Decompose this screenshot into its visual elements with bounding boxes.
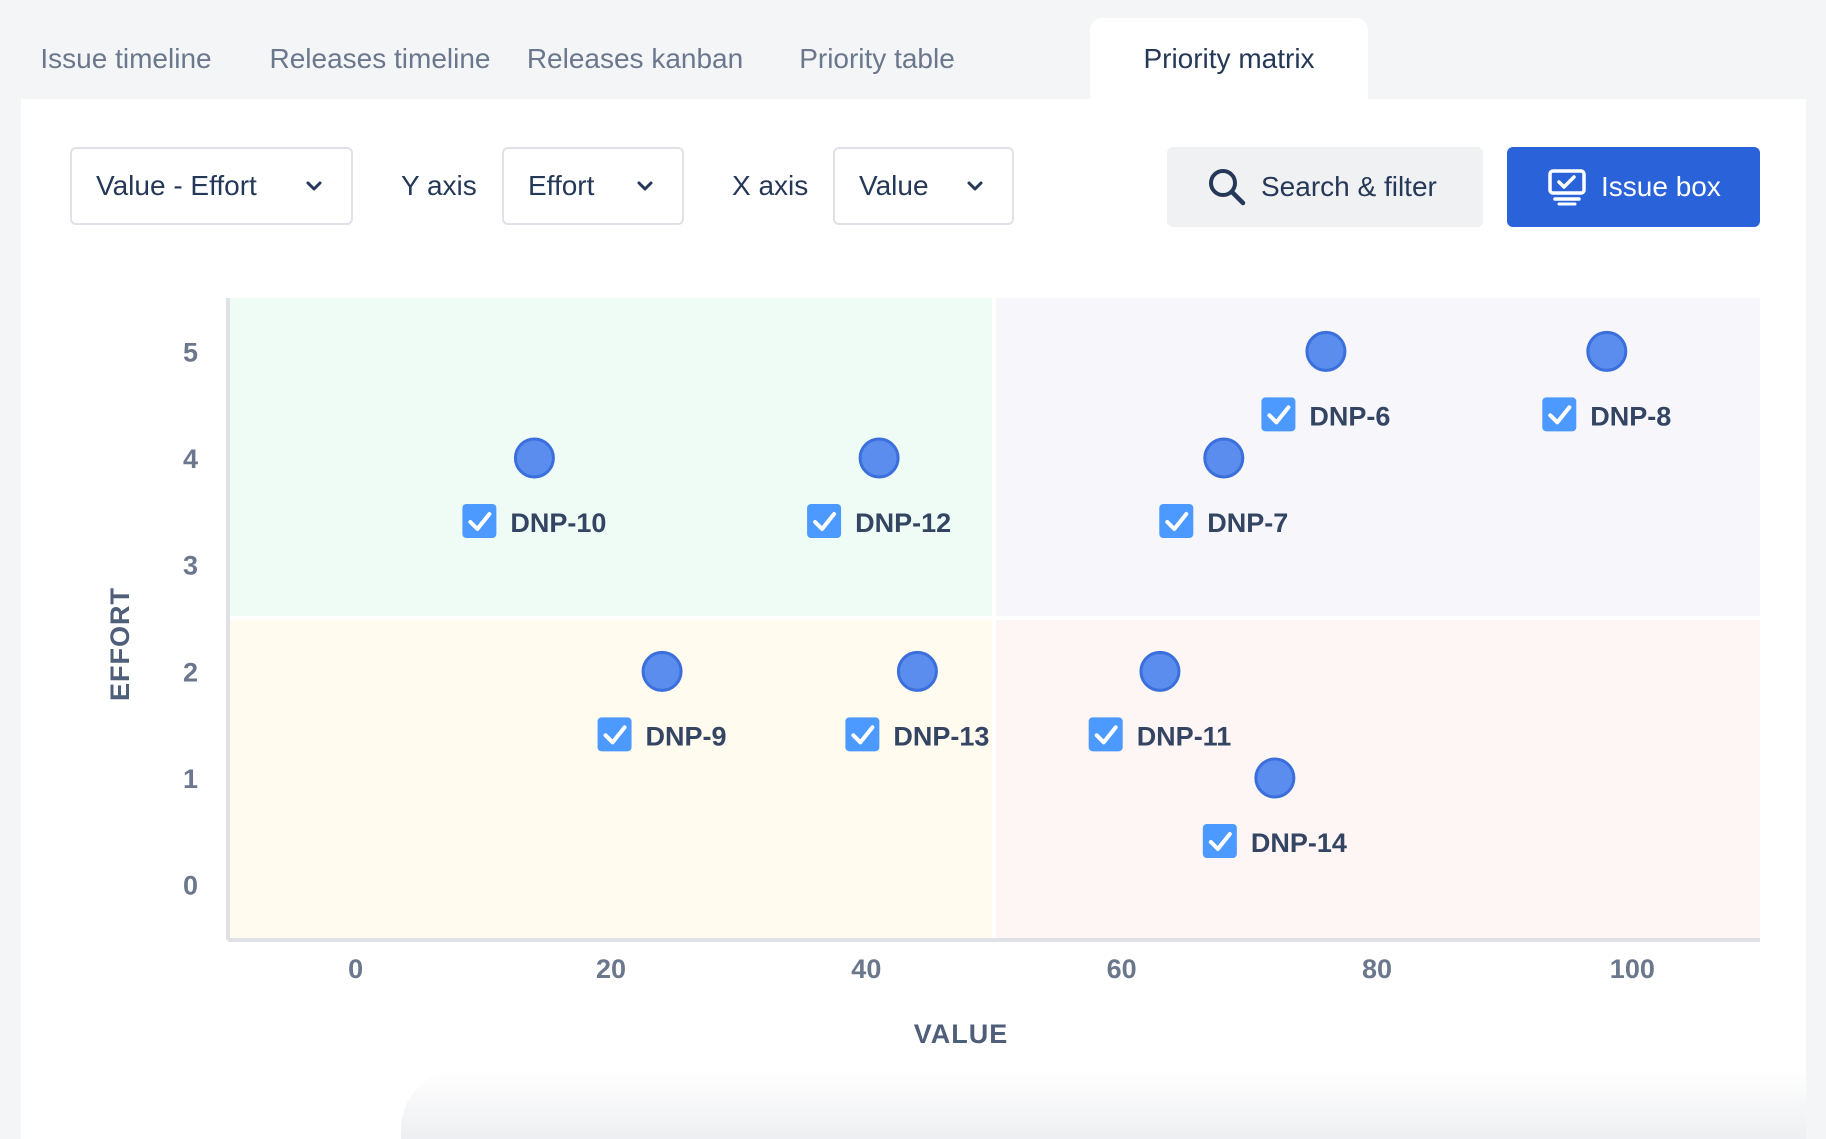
issue-box-icon	[1548, 169, 1586, 206]
issue-point-marker[interactable]	[1254, 757, 1296, 799]
issue-box-label: Issue box	[1601, 171, 1721, 202]
tab-issue-timeline[interactable]: Issue timeline	[40, 43, 212, 74]
checkbox-icon	[1261, 397, 1296, 432]
issue-point[interactable]: DNP-10	[462, 437, 606, 538]
x-axis-title: VALUE	[914, 1019, 1009, 1049]
y-tick-label: 4	[183, 444, 198, 474]
y-tick-label: 3	[183, 551, 198, 581]
x-axis-dropdown[interactable]: Value	[833, 147, 1014, 225]
checkbox-icon	[1542, 397, 1577, 432]
issue-point[interactable]: DNP-9	[597, 650, 727, 752]
issue-label[interactable]: DNP-14	[1251, 828, 1347, 858]
issue-point[interactable]: DNP-7	[1159, 437, 1288, 538]
quadrant-bottom-right	[994, 618, 1760, 938]
issue-point[interactable]: DNP-14	[1202, 757, 1347, 858]
issue-box-button[interactable]: Issue box	[1507, 147, 1760, 227]
y-tick-label: 5	[183, 337, 198, 367]
checkbox-icon	[1202, 824, 1237, 858]
issue-label[interactable]: DNP-13	[893, 721, 989, 751]
issue-point-marker[interactable]	[858, 437, 900, 479]
tab-priority-table[interactable]: Priority table	[799, 43, 955, 74]
checkbox-icon	[597, 717, 632, 752]
issue-point[interactable]: DNP-11	[1088, 650, 1232, 752]
tab-priority-matrix[interactable]: Priority matrix	[1090, 18, 1368, 100]
y-tick-label: 0	[183, 871, 198, 901]
issue-label[interactable]: DNP-11	[1137, 721, 1232, 751]
x-axis-dropdown-value: Value	[859, 170, 929, 201]
issue-point-marker[interactable]	[641, 650, 683, 692]
chevron-down-icon	[306, 181, 322, 191]
panel-bottom-shadow	[401, 1069, 1806, 1139]
x-tick-label: 40	[851, 954, 881, 984]
y-axis-title: EFFORT	[105, 587, 135, 701]
x-tick-label: 60	[1107, 954, 1137, 984]
issue-point-marker[interactable]	[1586, 330, 1628, 372]
x-tick-label: 80	[1362, 954, 1392, 984]
x-tick-label: 20	[596, 954, 626, 984]
preset-dropdown-value: Value - Effort	[96, 170, 257, 201]
tab-releases-timeline[interactable]: Releases timeline	[269, 43, 491, 74]
chevron-down-icon	[637, 181, 653, 191]
issue-label[interactable]: DNP-9	[646, 721, 727, 751]
tab-bar: Issue timeline Releases timeline Release…	[26, 18, 1806, 100]
checkbox-icon	[845, 717, 880, 752]
issue-label[interactable]: DNP-8	[1590, 401, 1671, 431]
search-filter-button[interactable]: Search & filter	[1167, 147, 1483, 227]
checkbox-icon	[1088, 717, 1123, 752]
y-tick-label: 2	[183, 657, 198, 687]
checkbox-icon	[462, 504, 497, 538]
x-tick-label: 0	[348, 954, 363, 984]
checkbox-icon	[1159, 504, 1194, 538]
issue-label[interactable]: DNP-12	[855, 508, 951, 538]
issue-point[interactable]: DNP-13	[845, 650, 989, 752]
issue-label[interactable]: DNP-7	[1207, 508, 1288, 538]
quadrant-bottom-left	[228, 618, 994, 938]
search-filter-label: Search & filter	[1261, 171, 1437, 202]
issue-point-marker[interactable]	[896, 650, 938, 692]
quadrant-top-right	[994, 298, 1760, 618]
issue-point-marker[interactable]	[513, 437, 555, 479]
issue-point[interactable]: DNP-8	[1542, 330, 1671, 432]
checkbox-icon	[807, 504, 842, 538]
preset-dropdown[interactable]: Value - Effort	[70, 147, 353, 225]
issue-point-marker[interactable]	[1305, 330, 1347, 372]
issue-point-marker[interactable]	[1139, 650, 1181, 692]
tab-releases-kanban[interactable]: Releases kanban	[526, 43, 744, 74]
x-axis-label: X axis	[732, 170, 809, 201]
issue-point-marker[interactable]	[1203, 437, 1245, 479]
issue-label[interactable]: DNP-10	[510, 508, 606, 538]
issue-point[interactable]: DNP-6	[1261, 330, 1390, 432]
search-icon	[1209, 169, 1246, 206]
y-axis-label: Y axis	[401, 170, 477, 201]
y-axis-dropdown[interactable]: Effort	[502, 147, 684, 225]
issue-point[interactable]: DNP-12	[807, 437, 951, 538]
x-tick-label: 100	[1610, 954, 1655, 984]
issue-label[interactable]: DNP-6	[1309, 401, 1390, 431]
y-axis-dropdown-value: Effort	[528, 170, 595, 201]
chevron-down-icon	[967, 181, 983, 191]
y-tick-label: 1	[183, 764, 198, 794]
